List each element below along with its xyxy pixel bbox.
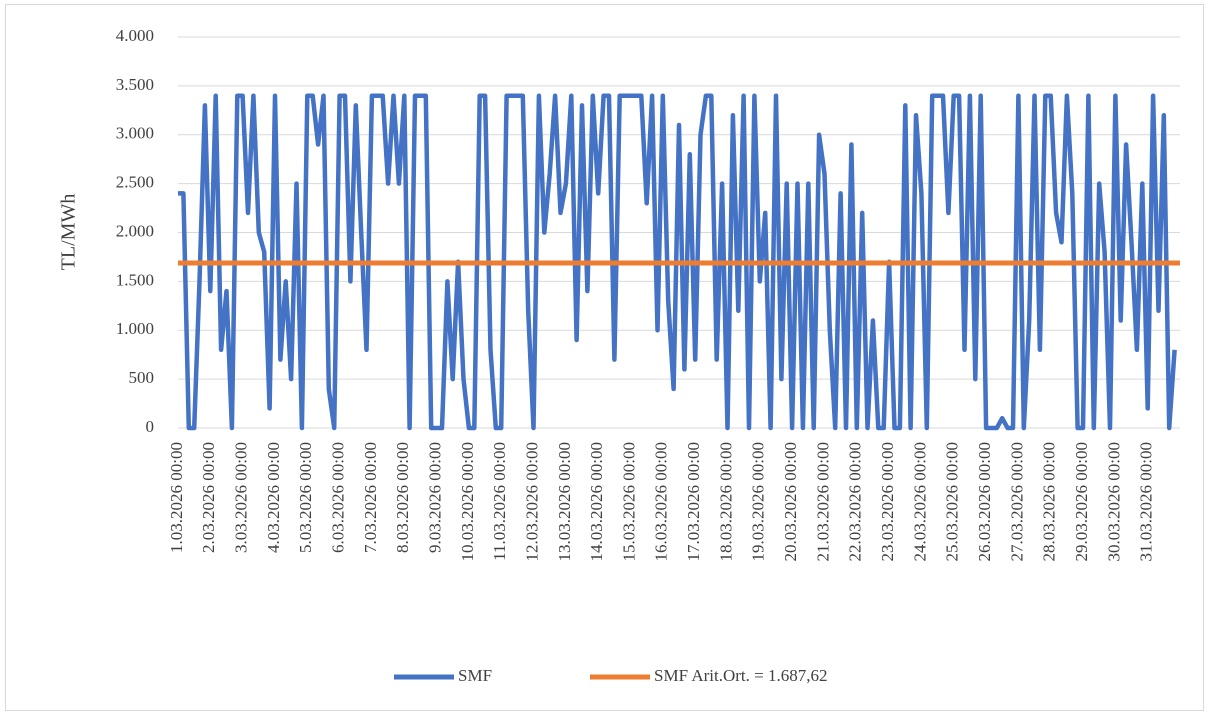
x-tick-label: 28.03.2026 00:00 xyxy=(1040,442,1059,561)
y-axis-label: TL/MWh xyxy=(58,194,80,271)
y-tick-label: 2.000 xyxy=(116,221,154,240)
x-tick-label: 18.03.2026 00:00 xyxy=(716,442,735,561)
x-tick-label: 29.03.2026 00:00 xyxy=(1072,442,1091,561)
x-tick-label: 12.03.2026 00:00 xyxy=(522,442,541,561)
x-tick-label: 21.03.2026 00:00 xyxy=(813,442,832,561)
x-tick-label: 23.03.2026 00:00 xyxy=(878,442,897,561)
x-tick-label: 9.03.2026 00:00 xyxy=(425,442,444,553)
y-tick-label: 1.500 xyxy=(116,270,154,289)
x-tick-label: 14.03.2026 00:00 xyxy=(587,442,606,561)
x-tick-label: 13.03.2026 00:00 xyxy=(555,442,574,561)
x-tick-label: 8.03.2026 00:00 xyxy=(393,442,412,553)
x-tick-label: 3.03.2026 00:00 xyxy=(232,442,251,553)
y-tick-label: 500 xyxy=(129,368,155,387)
x-tick-label: 5.03.2026 00:00 xyxy=(296,442,315,553)
x-tick-label: 24.03.2026 00:00 xyxy=(910,442,929,561)
y-tick-label: 4.000 xyxy=(116,26,154,45)
x-tick-label: 2.03.2026 00:00 xyxy=(199,442,218,553)
y-tick-label: 1.000 xyxy=(116,319,154,338)
y-tick-label: 0 xyxy=(146,417,155,436)
x-tick-label: 22.03.2026 00:00 xyxy=(846,442,865,561)
x-tick-label: 20.03.2026 00:00 xyxy=(781,442,800,561)
x-tick-label: 17.03.2026 00:00 xyxy=(684,442,703,561)
x-tick-label: 31.03.2026 00:00 xyxy=(1137,442,1156,561)
x-tick-label: 15.03.2026 00:00 xyxy=(619,442,638,561)
x-tick-label: 4.03.2026 00:00 xyxy=(264,442,283,553)
x-tick-label: 11.03.2026 00:00 xyxy=(490,442,509,561)
data-line xyxy=(178,93,1177,431)
x-tick-label: 19.03.2026 00:00 xyxy=(749,442,768,561)
x-tick-label: 30.03.2026 00:00 xyxy=(1104,442,1123,561)
x-tick-label: 7.03.2026 00:00 xyxy=(361,442,380,553)
x-tick-label: 1.03.2026 00:00 xyxy=(167,442,186,553)
x-tick-label: 16.03.2026 00:00 xyxy=(652,442,671,561)
x-tick-label: 10.03.2026 00:00 xyxy=(458,442,477,561)
x-tick-label: 25.03.2026 00:00 xyxy=(943,442,962,561)
x-tick-label: 27.03.2026 00:00 xyxy=(1007,442,1026,561)
y-tick-label: 3.000 xyxy=(116,124,154,143)
y-tick-label: 2.500 xyxy=(116,173,154,192)
legend-label: SMF xyxy=(458,666,492,685)
x-tick-label: 26.03.2026 00:00 xyxy=(975,442,994,561)
legend-label: SMF Arit.Ort. = 1.687,62 xyxy=(654,666,827,685)
x-tick-label: 6.03.2026 00:00 xyxy=(329,442,348,553)
y-tick-label: 3.500 xyxy=(116,75,154,94)
